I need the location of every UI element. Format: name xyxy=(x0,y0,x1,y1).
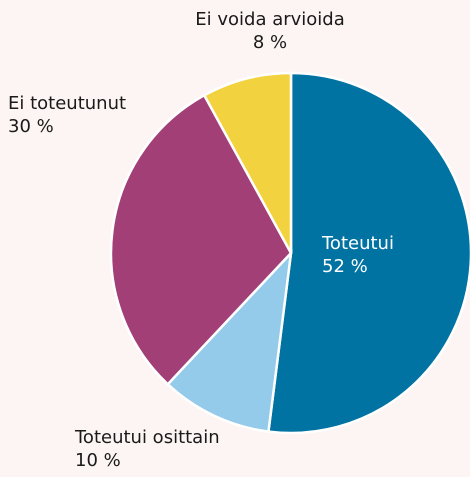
value-label: 10 % xyxy=(75,450,121,471)
pie-slice xyxy=(166,249,293,433)
slice-label: Ei toteutunut 30 % xyxy=(8,92,126,138)
slice-label: Toteutui 52 % xyxy=(322,232,394,278)
pie-slice xyxy=(109,93,293,386)
category-label: Ei toteutunut xyxy=(8,93,127,114)
category-label: Toteutui osittain xyxy=(75,427,220,448)
category-label: Toteutui xyxy=(322,233,394,254)
pie-slice xyxy=(202,71,293,254)
pie-slice xyxy=(267,71,470,435)
slice-label: Ei voida arvioida 8 % xyxy=(175,8,365,54)
value-label: 8 % xyxy=(252,32,288,53)
value-label: 30 % xyxy=(8,116,54,137)
value-label: 52 % xyxy=(322,256,368,277)
category-label: Ei voida arvioida xyxy=(195,9,345,30)
slice-label: Toteutui osittain 10 % xyxy=(75,426,225,472)
